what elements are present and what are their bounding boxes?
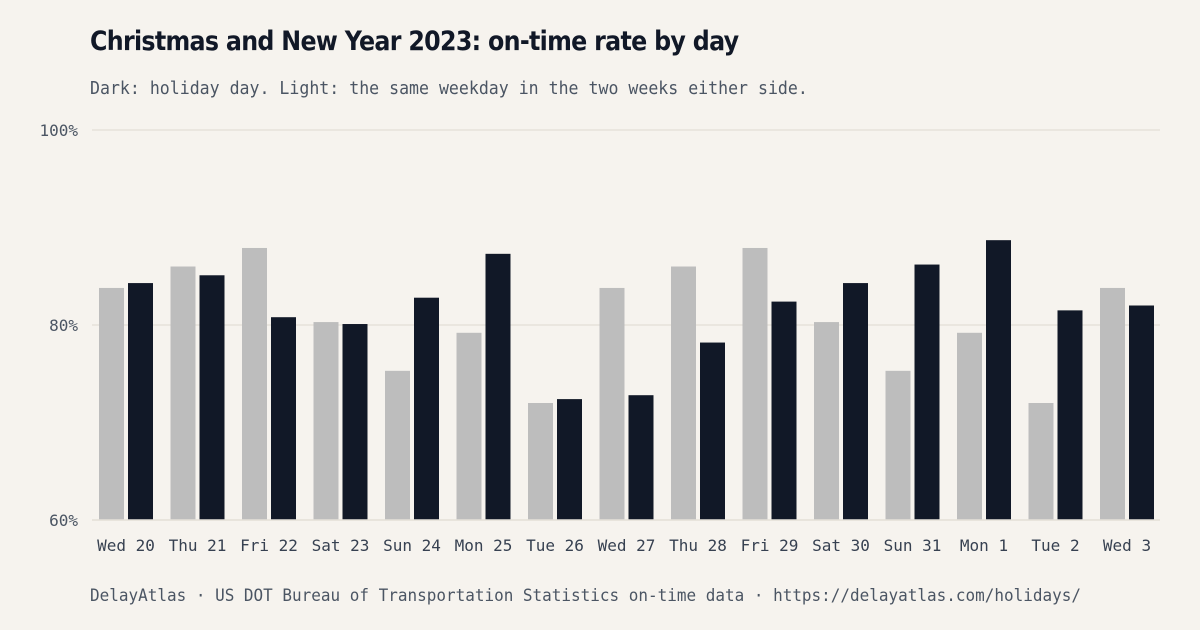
baseline-bar [170,266,196,520]
holiday-bar [1057,310,1083,520]
holiday-bar [771,301,797,520]
y-tick-label: 80% [49,316,78,335]
holiday-bar [914,264,940,520]
holiday-bar [557,399,582,520]
baseline-bar [1100,287,1125,520]
holiday-bar [342,324,368,520]
y-tick-label: 60% [49,511,78,530]
baseline-bar [242,247,267,520]
x-tick-label: Sun 24 [383,536,441,555]
holiday-bar [128,283,153,520]
x-axis-labels: Wed 20 Thu 21 Fri 22 Sat 23 Sun 24 Mon 25 Tue … [97,536,1151,555]
x-tick-label: Thu 21 [169,536,227,555]
x-tick-label: Fri 22 [240,536,298,555]
baseline-bar [313,322,339,520]
x-tick-label: Wed 3 [1103,536,1151,555]
holiday-bar [1129,305,1154,520]
baseline-bar [528,403,553,520]
baseline-bar [814,322,839,520]
x-tick-label: Mon 25 [455,536,513,555]
holiday-bar [199,275,225,520]
chart-subtitle: Dark: holiday day. Light: the same weekd… [90,78,808,99]
x-tick-label: Thu 28 [669,536,727,555]
chart-footer: DelayAtlas · US DOT Bureau of Transporta… [90,586,1081,606]
y-axis-ticks: 60% 80% 100% [39,121,78,530]
baseline-bar [599,287,625,520]
x-tick-label: Tue 26 [526,536,584,555]
baseline-bar [1028,403,1054,520]
x-tick-label: Wed 27 [598,536,656,555]
holiday-bar [700,342,725,520]
baseline-bar [885,370,911,520]
holiday-bar [986,240,1011,521]
chart-title: Christmas and New Year 2023: on-time rat… [90,26,739,57]
x-tick-label: Mon 1 [960,536,1008,555]
holiday-bar [628,395,654,520]
x-tick-label: Sat 30 [812,536,870,555]
baseline-bar [742,247,768,520]
x-tick-label: Tue 2 [1031,536,1079,555]
baseline-bar [957,332,982,520]
baseline-bar [456,332,482,520]
holiday-bar [271,317,296,520]
baseline-bar [671,266,696,520]
x-tick-label: Sat 23 [312,536,370,555]
holiday-bar [843,283,868,520]
x-tick-label: Wed 20 [97,536,155,555]
holiday-bar [414,297,439,520]
bars [92,240,1160,521]
x-tick-label: Fri 29 [741,536,799,555]
holiday-bar [485,253,511,520]
y-tick-label: 100% [39,121,78,140]
baseline-bar [385,370,410,520]
baseline-bar [99,287,124,520]
x-tick-label: Sun 31 [884,536,942,555]
